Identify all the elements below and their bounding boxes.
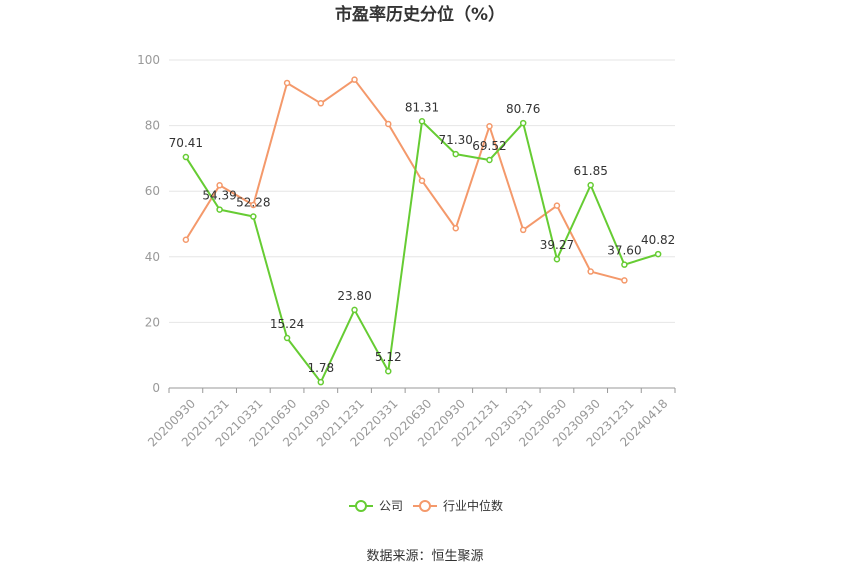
y-axis: 0 20 40 60 80 100 [137,53,160,395]
data-point-industry[interactable] [385,120,392,128]
data-point-company[interactable] [250,213,257,220]
data-label: 80.76 [506,102,540,116]
y-tick-label: 100 [137,53,160,67]
data-label: 71.30 [439,133,473,147]
data-point-company[interactable] [452,150,459,158]
series-points [182,76,662,386]
grid [169,59,675,323]
data-point-industry[interactable] [317,100,325,107]
data-label: 69.52 [472,139,506,153]
legend-industry-marker [419,500,431,512]
data-point-company[interactable] [216,206,223,213]
y-tick-label: 20 [145,315,160,329]
data-point-company[interactable] [519,119,527,127]
y-tick-label: 60 [145,184,160,198]
data-point-industry[interactable] [216,182,223,189]
data-label: 81.31 [405,100,439,114]
data-label: 61.85 [573,164,607,178]
data-label: 5.12 [375,350,402,364]
x-axis: 2020093020201231202103312021063020210930… [145,387,676,450]
data-label: 40.82 [641,233,675,247]
data-point-industry[interactable] [418,177,426,184]
data-point-company[interactable] [418,118,426,125]
data-point-industry[interactable] [351,76,358,83]
legend-item-company[interactable]: 公司 [349,499,403,513]
data-point-company[interactable] [587,181,594,189]
y-tick-label: 0 [152,381,160,395]
data-point-industry[interactable] [283,79,291,87]
data-label: 52.28 [236,196,270,210]
data-point-industry[interactable] [519,226,527,234]
legend-company-label: 公司 [379,499,403,513]
series-lines [185,78,659,384]
data-point-industry[interactable] [587,268,594,275]
data-point-industry[interactable] [182,236,190,243]
data-point-industry[interactable] [553,202,561,209]
data-point-company[interactable] [486,156,493,164]
legend-item-industry[interactable]: 行业中位数 [413,498,503,513]
data-point-company[interactable] [654,250,662,258]
data-point-company[interactable] [283,334,291,342]
data-point-company[interactable] [182,153,190,161]
legend-company-marker [355,500,367,512]
series-line-company [185,120,659,384]
data-point-company[interactable] [553,255,561,263]
legend[interactable]: 公司 行业中位数 [349,498,503,513]
chart-title: 市盈率历史分位（%） [335,4,505,25]
data-source: 数据来源：恒生聚源 [366,549,483,564]
data-point-company[interactable] [351,306,358,314]
data-point-industry[interactable] [250,201,257,209]
data-point-company[interactable] [621,261,628,268]
data-labels: 70.41 54.39 52.28 15.24 1.78 23.80 5.12 81.31 71… [169,100,676,375]
y-tick-label: 40 [145,250,160,264]
data-label: 37.60 [607,244,641,258]
data-point-company[interactable] [317,378,325,386]
data-label: 1.78 [307,361,334,375]
data-label: 39.27 [540,238,574,252]
data-label: 15.24 [270,317,304,331]
data-point-industry[interactable] [486,123,493,130]
data-point-industry[interactable] [621,277,628,284]
data-label: 23.80 [337,289,371,303]
data-point-industry[interactable] [452,225,459,232]
legend-industry-label: 行业中位数 [443,498,503,513]
data-label: 70.41 [169,136,203,150]
series-line-industry [185,78,625,282]
data-label: 54.39 [202,189,236,203]
data-point-company[interactable] [385,367,392,375]
y-tick-label: 80 [145,119,160,133]
